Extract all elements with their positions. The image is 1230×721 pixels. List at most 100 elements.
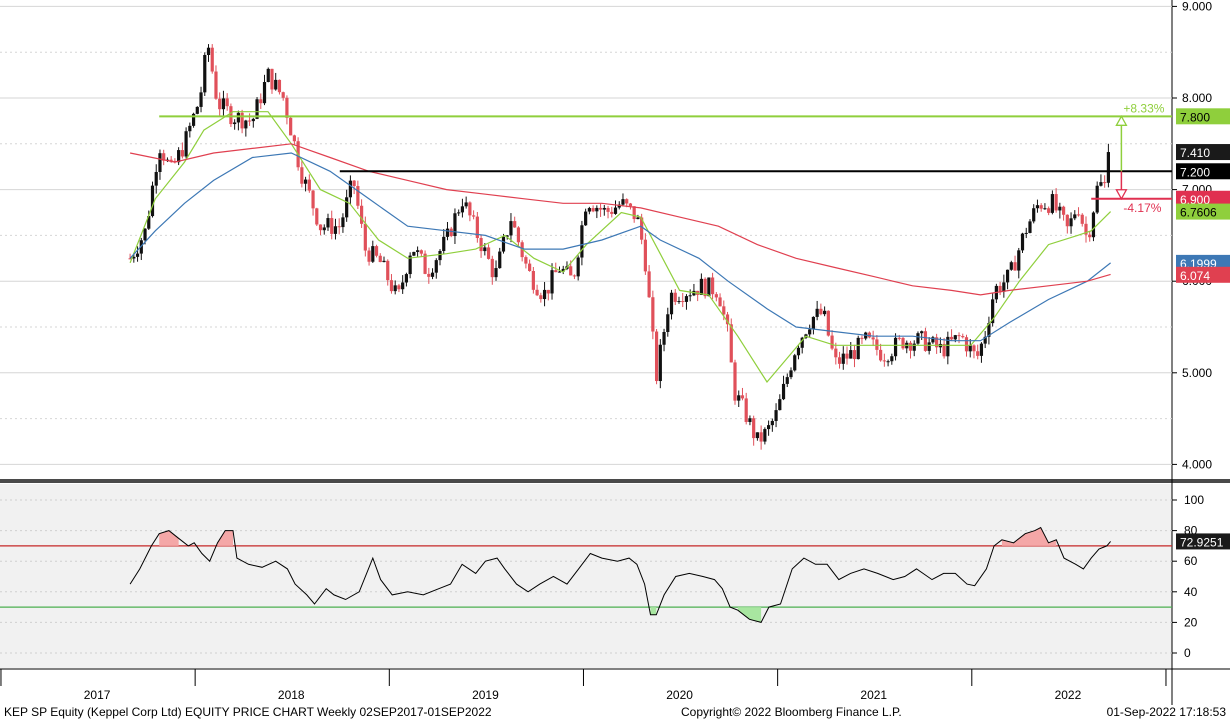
candle-down xyxy=(961,336,965,338)
candle-down xyxy=(1080,214,1084,224)
candle-up xyxy=(987,323,991,337)
candle-down xyxy=(214,71,218,99)
candle-down xyxy=(427,273,431,277)
candle-down xyxy=(307,179,311,191)
candle-down xyxy=(1065,214,1069,227)
candle-down xyxy=(871,337,875,340)
candle-up xyxy=(767,425,771,430)
candle-up xyxy=(1043,208,1047,210)
candle-up xyxy=(412,251,416,256)
candle-up xyxy=(244,120,248,129)
candle-up xyxy=(1058,206,1062,211)
candle-down xyxy=(516,227,521,243)
candle-up xyxy=(1091,212,1096,238)
candle-down xyxy=(610,211,614,214)
candle-down xyxy=(819,308,823,315)
candle-up xyxy=(557,271,562,273)
candle-up xyxy=(326,218,330,228)
candle-up xyxy=(770,420,774,426)
stop-tag-label: 6.900 xyxy=(1180,193,1210,207)
candle-up xyxy=(274,79,278,90)
rsi-line xyxy=(129,526,1111,623)
x-tick-label: 2017 xyxy=(84,688,111,702)
candle-up xyxy=(1009,262,1013,270)
candle-down xyxy=(240,112,244,129)
candle-up xyxy=(983,336,987,344)
candle-up xyxy=(815,308,819,317)
candle-down xyxy=(210,47,214,72)
candle-up xyxy=(953,335,957,340)
ma-mid-line xyxy=(129,152,1111,342)
candle-down xyxy=(1013,262,1017,271)
rsi-tick-label: 0 xyxy=(1184,646,1191,660)
candle-down xyxy=(528,263,532,271)
candle-down xyxy=(718,297,722,307)
candle-up xyxy=(800,337,804,348)
candle-down xyxy=(569,266,573,276)
candle-up xyxy=(143,228,147,241)
candle-up xyxy=(617,204,621,208)
candle-up xyxy=(669,292,674,315)
candle-up xyxy=(322,227,326,231)
price-tick-label: 5.000 xyxy=(1182,366,1212,380)
candle-up xyxy=(382,260,386,263)
candle-down xyxy=(1088,234,1092,238)
candle-down xyxy=(277,79,282,93)
candle-up xyxy=(132,256,136,259)
candle-up xyxy=(580,225,584,258)
candle-up xyxy=(666,314,670,333)
candle-down xyxy=(923,331,928,351)
candle-up xyxy=(221,98,226,110)
ma-long-tag-label: 6.074 xyxy=(1180,269,1210,283)
ma-long-tag xyxy=(1176,266,1230,283)
candle-up xyxy=(748,418,752,422)
candle-up xyxy=(916,333,920,344)
candle-down xyxy=(423,253,427,274)
ma-short-tag-label: 6.7606 xyxy=(1180,206,1217,220)
candle-up xyxy=(737,395,741,401)
candle-down xyxy=(606,207,610,212)
price-tick-label: 9.000 xyxy=(1182,0,1212,13)
candle-down xyxy=(472,215,476,217)
candle-up xyxy=(542,289,547,300)
candle-down xyxy=(598,207,603,210)
candle-up xyxy=(1028,221,1032,233)
candle-up xyxy=(1017,250,1021,271)
candle-up xyxy=(262,81,267,104)
candle-down xyxy=(710,277,715,295)
candle-down xyxy=(964,337,969,352)
rsi-overbought-fill xyxy=(217,530,233,546)
candle-down xyxy=(949,336,954,340)
candle-up xyxy=(188,125,192,132)
candle-up xyxy=(823,310,827,315)
rsi-tick-label: 40 xyxy=(1184,585,1198,599)
candle-down xyxy=(229,106,233,125)
candle-down xyxy=(654,331,659,382)
candle-up xyxy=(445,228,450,237)
copyright-notice: Copyright© 2022 Bloomberg Finance L.P. xyxy=(681,705,902,719)
candle-up xyxy=(442,236,446,251)
candle-down xyxy=(539,295,543,300)
candle-up xyxy=(1024,232,1028,234)
candle-up xyxy=(755,432,759,439)
x-tick-label: 2021 xyxy=(860,688,887,702)
candle-down xyxy=(531,270,535,290)
ma-short-tag xyxy=(1176,203,1230,220)
candle-down xyxy=(468,202,472,216)
candle-up xyxy=(1005,269,1010,283)
candle-down xyxy=(752,418,756,439)
candle-up xyxy=(886,361,890,363)
candle-up xyxy=(498,251,502,269)
candle-down xyxy=(535,289,539,296)
candle-up xyxy=(584,211,588,226)
candle-down xyxy=(681,301,685,303)
candle-up xyxy=(233,122,237,125)
candle-down xyxy=(830,335,834,349)
candle-up xyxy=(561,268,565,272)
rsi-tick-label: 20 xyxy=(1184,615,1198,629)
candle-down xyxy=(714,294,718,298)
candle-up xyxy=(251,118,255,122)
candle-down xyxy=(330,218,334,234)
target-percent-label: +8.33% xyxy=(1123,101,1164,115)
candle-down xyxy=(292,135,296,142)
